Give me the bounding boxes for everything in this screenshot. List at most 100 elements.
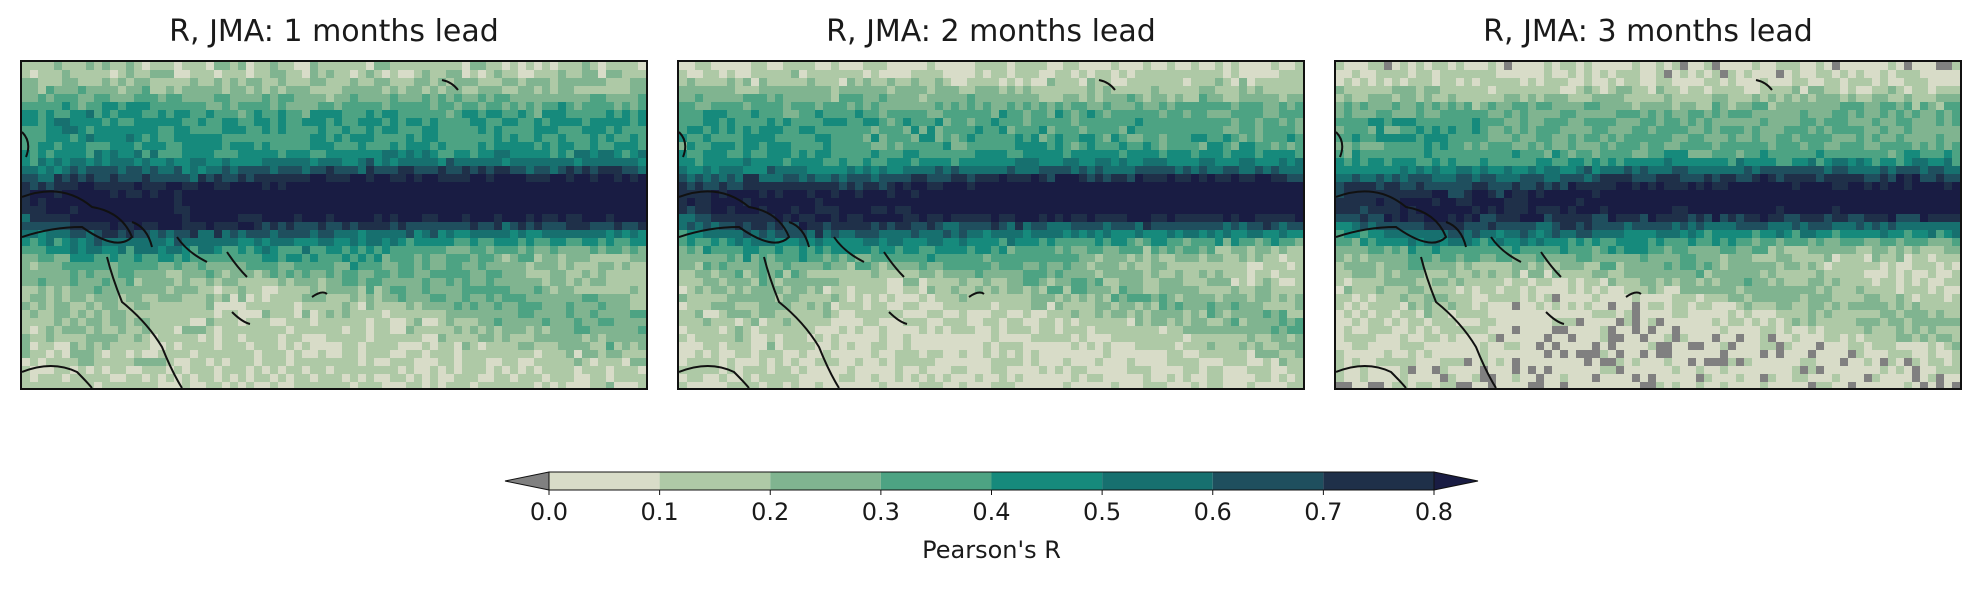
field-cell [118,358,127,367]
field-cell [102,190,111,199]
field-cell [158,134,167,143]
field-cell [334,318,343,327]
field-cell [286,318,295,327]
field-cell [286,174,295,183]
field-cell [526,246,535,255]
field-cell [310,134,319,143]
field-cell [1031,86,1040,95]
field-cell [382,86,391,95]
field-cell [622,366,631,375]
field-cell [342,158,351,167]
field-cell [542,198,551,207]
field-cell [70,350,79,359]
field-cell [166,334,175,343]
field-cell [518,270,527,279]
field-cell [735,78,744,87]
field-cell [919,150,928,159]
field-cell [30,94,39,103]
field-cell [158,86,167,95]
field-cell [815,142,824,151]
field-cell [638,126,646,135]
field-cell [470,174,479,183]
field-cell [470,134,479,143]
field-cell [590,310,599,319]
field-cell [190,278,199,287]
field-cell [1247,198,1256,207]
field-cell [46,270,55,279]
field-cell [502,238,511,247]
field-cell [462,334,471,343]
field-cell [150,206,159,215]
field-cell [166,270,175,279]
field-cell [911,206,920,215]
field-cell [374,238,383,247]
field-cell [638,334,646,343]
field-cell [118,110,127,119]
field-cell [518,214,527,223]
field-cell [102,158,111,167]
field-cell [358,70,367,79]
field-cell [887,190,896,199]
field-cell [1231,198,1240,207]
field-cell [975,126,984,135]
field-cell [598,102,607,111]
field-cell [719,238,728,247]
field-cell [1087,158,1096,167]
field-cell [855,110,864,119]
field-cell [326,254,335,263]
field-cell [935,62,944,71]
field-cell [1175,126,1184,135]
field-cell [1279,182,1288,191]
field-cell [534,238,543,247]
field-cell [54,342,63,351]
field-cell [791,214,800,223]
field-cell [1151,174,1160,183]
field-cell [526,334,535,343]
field-cell [174,102,183,111]
field-cell [150,214,159,223]
field-cell [494,382,503,388]
field-cell [454,86,463,95]
field-cell [342,342,351,351]
field-cell [1167,78,1176,87]
field-cell [382,134,391,143]
field-cell [486,78,495,87]
field-cell [687,86,696,95]
field-cell [879,222,888,231]
field-cell [430,262,439,271]
field-cell [1087,126,1096,135]
field-cell [1087,62,1096,71]
field-cell [919,110,928,119]
field-cell [799,134,808,143]
field-cell [398,334,407,343]
field-cell [622,382,631,388]
field-cell [823,62,832,71]
field-cell [518,334,527,343]
field-cell [622,326,631,335]
field-cell [54,302,63,311]
field-cell [422,334,431,343]
field-cell [943,182,952,191]
field-cell [703,214,712,223]
field-cell [622,246,631,255]
field-cell [687,206,696,215]
field-cell [630,254,639,263]
field-cell [270,118,279,127]
field-cell [222,246,231,255]
field-cell [502,134,511,143]
field-cell [318,366,327,375]
field-cell [126,214,135,223]
field-cell [22,190,31,199]
field-cell [687,214,696,223]
field-cell [326,158,335,167]
field-cell [206,310,215,319]
field-cell [550,190,559,199]
field-cell [398,326,407,335]
field-cell [510,318,519,327]
field-cell [999,190,1008,199]
field-cell [807,198,816,207]
field-cell [695,62,704,71]
field-cell [1231,174,1240,183]
field-cell [1215,174,1224,183]
field-cell [735,198,744,207]
